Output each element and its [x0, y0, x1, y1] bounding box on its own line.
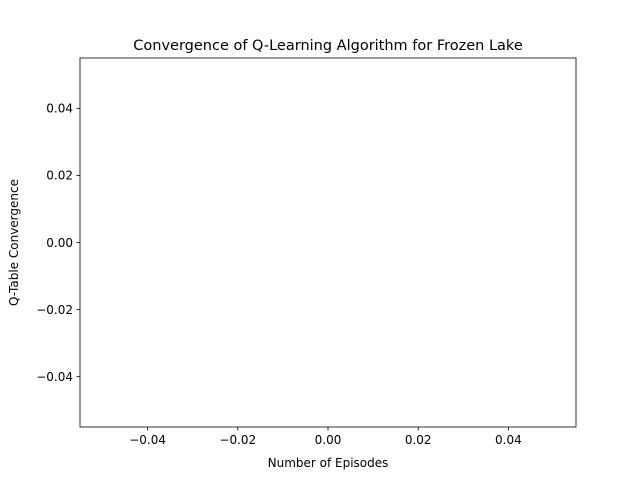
y-axis-label: Q-Table Convergence — [7, 179, 21, 306]
x-axis-ticks: −0.04 −0.02 0.00 0.02 0.04 — [129, 427, 522, 447]
y-axis-ticks: −0.04 −0.02 0.00 0.02 0.04 — [36, 102, 80, 384]
x-axis-label: Number of Episodes — [268, 456, 389, 470]
y-tick-label: 0.04 — [46, 102, 73, 116]
y-tick-label: 0.00 — [46, 236, 73, 250]
x-tick-label: −0.04 — [129, 433, 166, 447]
plot-area — [80, 58, 576, 427]
y-tick-label: −0.04 — [36, 370, 73, 384]
y-tick-label: −0.02 — [36, 303, 73, 317]
x-tick-label: 0.00 — [315, 433, 342, 447]
x-tick-label: 0.04 — [495, 433, 522, 447]
x-tick-label: −0.02 — [219, 433, 256, 447]
chart-title: Convergence of Q-Learning Algorithm for … — [133, 38, 523, 54]
plot-frame — [79, 57, 577, 428]
y-tick-label: 0.02 — [46, 169, 73, 183]
x-tick-label: 0.02 — [405, 433, 432, 447]
